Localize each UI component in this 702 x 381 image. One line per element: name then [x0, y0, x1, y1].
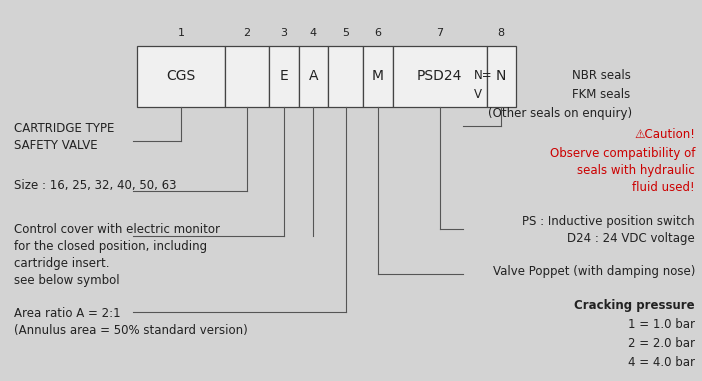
- Bar: [137, 46, 225, 107]
- Text: FKM seals: FKM seals: [572, 88, 630, 101]
- Text: CGS: CGS: [166, 69, 196, 83]
- Bar: [328, 46, 363, 107]
- Text: M: M: [372, 69, 384, 83]
- Bar: [363, 46, 392, 107]
- Bar: [225, 46, 269, 107]
- Text: A: A: [308, 69, 318, 83]
- Text: N: N: [496, 69, 506, 83]
- Bar: [269, 46, 298, 107]
- Text: 6: 6: [374, 28, 381, 38]
- Text: 4: 4: [310, 28, 317, 38]
- Bar: [486, 46, 516, 107]
- Text: CARTRIDGE TYPE
SAFETY VALVE: CARTRIDGE TYPE SAFETY VALVE: [14, 122, 114, 152]
- Text: Size : 16, 25, 32, 40, 50, 63: Size : 16, 25, 32, 40, 50, 63: [14, 179, 176, 192]
- Text: 5: 5: [342, 28, 349, 38]
- Text: N=: N=: [474, 69, 493, 82]
- Text: 2 = 2.0 bar: 2 = 2.0 bar: [628, 337, 695, 350]
- Text: PSD24: PSD24: [417, 69, 462, 83]
- Text: 1 = 1.0 bar: 1 = 1.0 bar: [628, 318, 695, 331]
- Text: PS : Inductive position switch
D24 : 24 VDC voltage: PS : Inductive position switch D24 : 24 …: [522, 215, 695, 245]
- Text: 7: 7: [436, 28, 443, 38]
- Text: Control cover with electric monitor
for the closed position, including
cartridge: Control cover with electric monitor for …: [14, 223, 220, 287]
- Text: 1: 1: [178, 28, 185, 38]
- Text: Observe compatibility of
seals with hydraulic
fluid used!: Observe compatibility of seals with hydr…: [550, 147, 695, 194]
- Text: Area ratio A = 2:1
(Annulus area = 50% standard version): Area ratio A = 2:1 (Annulus area = 50% s…: [14, 307, 248, 337]
- Text: 8: 8: [498, 28, 505, 38]
- Bar: [392, 46, 486, 107]
- Text: (Other seals on enquiry): (Other seals on enquiry): [488, 107, 632, 120]
- Bar: [298, 46, 328, 107]
- Text: NBR seals: NBR seals: [572, 69, 631, 82]
- Text: Valve Poppet (with damping nose): Valve Poppet (with damping nose): [493, 265, 695, 278]
- Text: V: V: [474, 88, 482, 101]
- Text: Cracking pressure: Cracking pressure: [574, 299, 695, 312]
- Text: 2: 2: [244, 28, 251, 38]
- Text: ⚠Caution!: ⚠Caution!: [634, 128, 695, 141]
- Text: E: E: [279, 69, 289, 83]
- Text: 3: 3: [280, 28, 287, 38]
- Text: 4 = 4.0 bar: 4 = 4.0 bar: [628, 356, 695, 369]
